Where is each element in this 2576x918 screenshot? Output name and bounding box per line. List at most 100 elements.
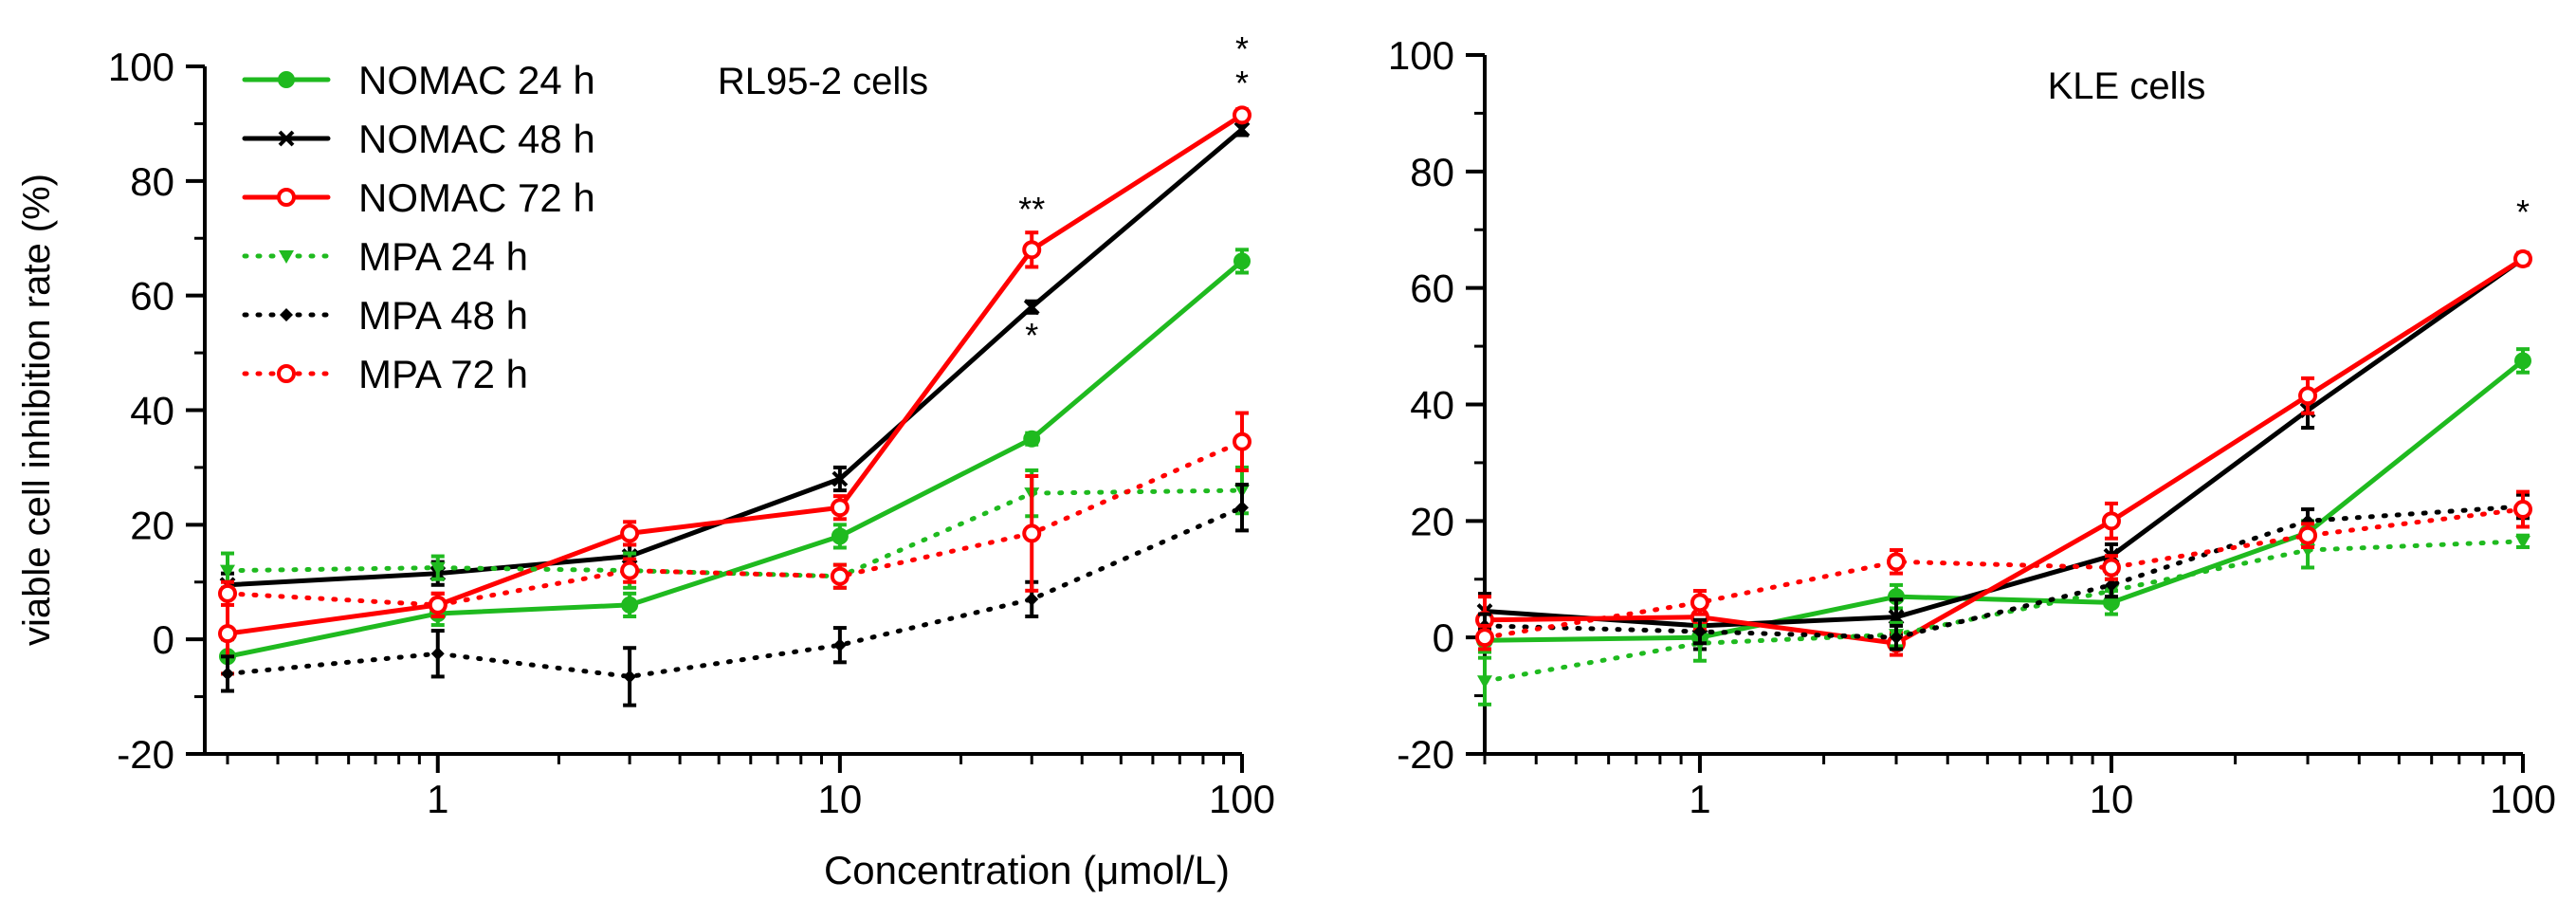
x-axis-label: Concentration (μmol/L) bbox=[824, 848, 1230, 892]
data-point bbox=[2513, 248, 2532, 268]
panel-title: KLE cells bbox=[2048, 65, 2206, 107]
series-line bbox=[1482, 256, 2526, 646]
legend-label: MPA 72 h bbox=[358, 352, 528, 396]
y-tick-label: 40 bbox=[1410, 383, 1454, 428]
y-tick-label: 100 bbox=[108, 45, 174, 89]
significance-mark: * bbox=[2516, 193, 2530, 231]
data-point bbox=[831, 527, 849, 545]
x-tick-label: 1 bbox=[427, 777, 448, 821]
cross-stroke bbox=[1233, 121, 1251, 138]
data-point bbox=[428, 595, 448, 615]
cross-stroke bbox=[278, 130, 295, 147]
data-point bbox=[429, 561, 446, 576]
legend-item: MPA 72 h bbox=[242, 352, 528, 396]
data-point bbox=[2514, 352, 2531, 370]
series-nomac-48-h bbox=[1476, 250, 2531, 652]
data-point bbox=[830, 498, 850, 518]
legend-marker bbox=[279, 250, 294, 264]
significance-mark: ** bbox=[1018, 190, 1045, 229]
x-tick-label: 1 bbox=[1689, 777, 1710, 821]
series-line bbox=[225, 505, 1245, 679]
significance-mark: * bbox=[1235, 29, 1249, 68]
y-tick-label: 20 bbox=[130, 503, 174, 547]
y-axis-label: viable cell inhibition rate (%) bbox=[16, 174, 58, 646]
y-tick-label: 0 bbox=[153, 617, 174, 662]
data-point bbox=[1023, 299, 1040, 316]
y-tick-label: 40 bbox=[130, 389, 174, 433]
data-point bbox=[1025, 592, 1039, 606]
series-mpa-72-h bbox=[1475, 489, 2532, 652]
data-point bbox=[1233, 252, 1251, 270]
legend-item: MPA 48 h bbox=[242, 293, 528, 338]
x-tick-label: 10 bbox=[2090, 777, 2134, 821]
y-tick-label: 0 bbox=[1433, 615, 1454, 660]
legend-marker bbox=[278, 71, 295, 88]
data-point bbox=[1022, 523, 1042, 543]
data-point bbox=[1235, 501, 1249, 515]
significance-mark: * bbox=[1025, 316, 1038, 355]
series-line bbox=[225, 487, 1245, 579]
legend-label: NOMAC 24 h bbox=[358, 58, 595, 102]
data-point bbox=[1233, 431, 1251, 451]
data-point bbox=[2101, 558, 2121, 578]
data-point bbox=[2104, 578, 2118, 592]
y-tick-label: 80 bbox=[1410, 150, 1454, 194]
data-point bbox=[620, 523, 640, 543]
data-point bbox=[1475, 628, 1494, 648]
series-nomac-24-h bbox=[1476, 347, 2531, 654]
x-tick-label: 100 bbox=[1209, 777, 1275, 821]
series-mpa-72-h bbox=[218, 411, 1251, 618]
x-tick-label: 10 bbox=[818, 777, 863, 821]
legend-item: NOMAC 48 h bbox=[242, 117, 595, 161]
data-point bbox=[1233, 121, 1251, 138]
data-point bbox=[1023, 430, 1041, 448]
legend-marker bbox=[277, 364, 296, 383]
legend: NOMAC 24 h NOMAC 48 h NOMAC 72 h MPA 24 h MP… bbox=[242, 58, 595, 396]
series-mpa-48-h bbox=[221, 483, 1249, 707]
legend-label: MPA 24 h bbox=[358, 234, 528, 279]
data-point bbox=[1233, 105, 1251, 125]
data-point bbox=[430, 647, 445, 661]
data-point bbox=[218, 583, 237, 603]
data-point bbox=[2298, 386, 2318, 406]
series-nomac-72-h bbox=[1475, 248, 2532, 657]
y-tick-label: -20 bbox=[1397, 732, 1454, 777]
legend-marker bbox=[280, 308, 293, 321]
data-point bbox=[620, 560, 640, 580]
left-panel: -20 0 20 40 60 80 100 1 10 100 RL95-2 cells viable … bbox=[16, 29, 1275, 821]
data-point bbox=[221, 667, 234, 681]
series-line bbox=[1482, 358, 2526, 643]
data-point bbox=[220, 564, 235, 578]
data-point bbox=[1022, 240, 1042, 260]
y-tick-label: 80 bbox=[130, 159, 174, 204]
series-line bbox=[225, 439, 1245, 608]
data-point bbox=[2298, 525, 2318, 545]
y-tick-label: 100 bbox=[1388, 33, 1454, 78]
data-point bbox=[621, 596, 639, 614]
series-line bbox=[225, 112, 1245, 636]
significance-mark: * bbox=[1235, 64, 1249, 102]
y-tick-label: 20 bbox=[1410, 499, 1454, 543]
legend-label: NOMAC 72 h bbox=[358, 175, 595, 220]
data-point bbox=[831, 470, 849, 487]
data-point bbox=[1692, 625, 1707, 639]
legend-item: MPA 24 h bbox=[242, 234, 528, 279]
x-tick-label: 100 bbox=[2490, 777, 2556, 821]
panel-title: RL95-2 cells bbox=[718, 61, 928, 102]
legend-item: NOMAC 72 h bbox=[242, 175, 595, 220]
series-line bbox=[1482, 504, 2526, 640]
y-tick-label: 60 bbox=[1410, 266, 1454, 311]
series-line bbox=[1482, 256, 2526, 629]
cross-stroke bbox=[1023, 299, 1040, 316]
data-point bbox=[623, 670, 637, 684]
data-point bbox=[2513, 500, 2532, 520]
data-point bbox=[2101, 511, 2121, 531]
series-mpa-48-h bbox=[1478, 492, 2530, 652]
y-tick-label: 60 bbox=[130, 274, 174, 319]
legend-label: NOMAC 48 h bbox=[358, 117, 595, 161]
data-point bbox=[1690, 593, 1709, 613]
right-panel: -20 0 20 40 60 80 100 1 10 100 KLE cells * bbox=[1388, 33, 2556, 821]
data-point bbox=[832, 638, 847, 652]
data-point bbox=[1477, 675, 1492, 689]
